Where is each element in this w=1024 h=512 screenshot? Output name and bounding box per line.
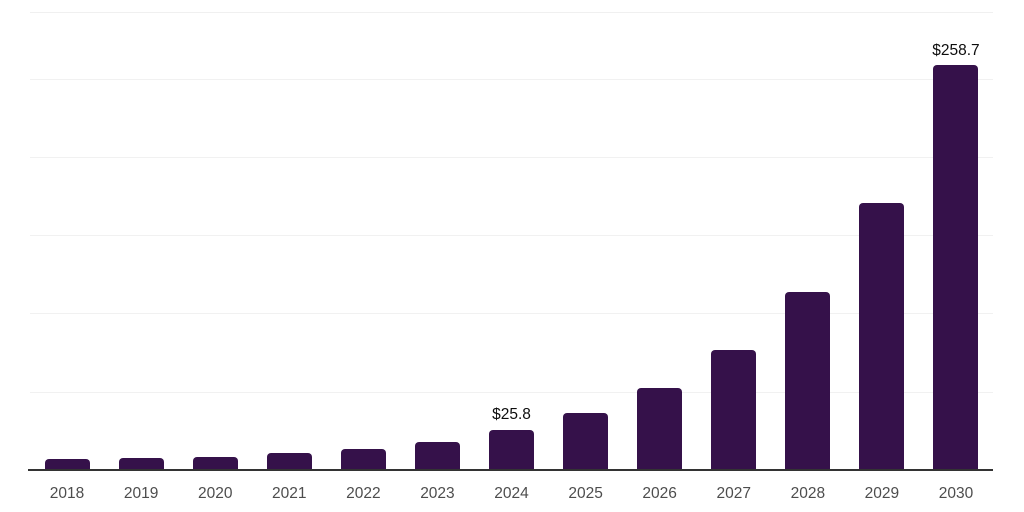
bar-column-2025 [549, 12, 623, 470]
gridline-50 [30, 391, 993, 393]
bar-2028 [785, 292, 831, 470]
bar-column-2029 [845, 12, 919, 470]
bar-column-2026 [623, 12, 697, 470]
x-axis-label-2026: 2026 [642, 485, 677, 502]
bar-column-2027 [697, 12, 771, 470]
bar-column-2024: $25.8 [474, 12, 548, 470]
bars-area: $25.8 $258.7 [30, 12, 993, 470]
bar-column-2030: $258.7 [919, 12, 993, 470]
x-axis-line [28, 469, 993, 471]
bar-2018 [44, 459, 90, 470]
bar-2029 [859, 202, 905, 470]
x-axis-label-2025: 2025 [568, 485, 603, 502]
bar-2021 [266, 453, 312, 470]
x-axis-label-2030: 2030 [938, 485, 974, 502]
plot-top-border [30, 12, 993, 13]
bar-column-2021 [252, 12, 326, 470]
bar-2023 [414, 441, 460, 470]
gridline-200 [30, 156, 993, 158]
bar-2027 [711, 349, 757, 470]
x-axis-label-2019: 2019 [123, 485, 159, 502]
x-axis-labels: 2018 2019 2020 2021 2022 2023 2024 2025 2026 2027… [30, 485, 993, 504]
bar-column-2022 [326, 12, 400, 470]
data-label-2030: $258.7 [932, 41, 980, 59]
x-axis-label-2024: 2024 [494, 485, 529, 502]
x-axis-label-2029: 2029 [864, 485, 900, 502]
data-label-2024: $25.8 [492, 406, 531, 424]
bar-column-2018 [30, 12, 104, 470]
x-axis-label-2018: 2018 [49, 485, 85, 502]
bar-2025 [563, 412, 609, 470]
x-axis-label-2021: 2021 [272, 485, 307, 502]
x-axis-label-2023: 2023 [420, 485, 455, 502]
bar-column-2019 [104, 12, 178, 470]
gridline-100 [30, 313, 993, 315]
bar-2026 [637, 388, 683, 470]
bar-2030 [933, 65, 979, 470]
x-axis-label-2027: 2027 [716, 485, 751, 502]
gridline-250 [30, 78, 993, 80]
bar-column-2023 [400, 12, 474, 470]
bar-column-2028 [771, 12, 845, 470]
x-axis-label-2020: 2020 [197, 485, 233, 502]
bar-2020 [192, 456, 238, 470]
x-axis-label-2022: 2022 [346, 485, 381, 502]
bar-column-2020 [178, 12, 252, 470]
x-axis-label-2028: 2028 [790, 485, 826, 502]
bar-2022 [340, 449, 386, 470]
bar-2019 [118, 457, 164, 470]
gridline-150 [30, 235, 993, 237]
bar-2024 [489, 429, 534, 470]
